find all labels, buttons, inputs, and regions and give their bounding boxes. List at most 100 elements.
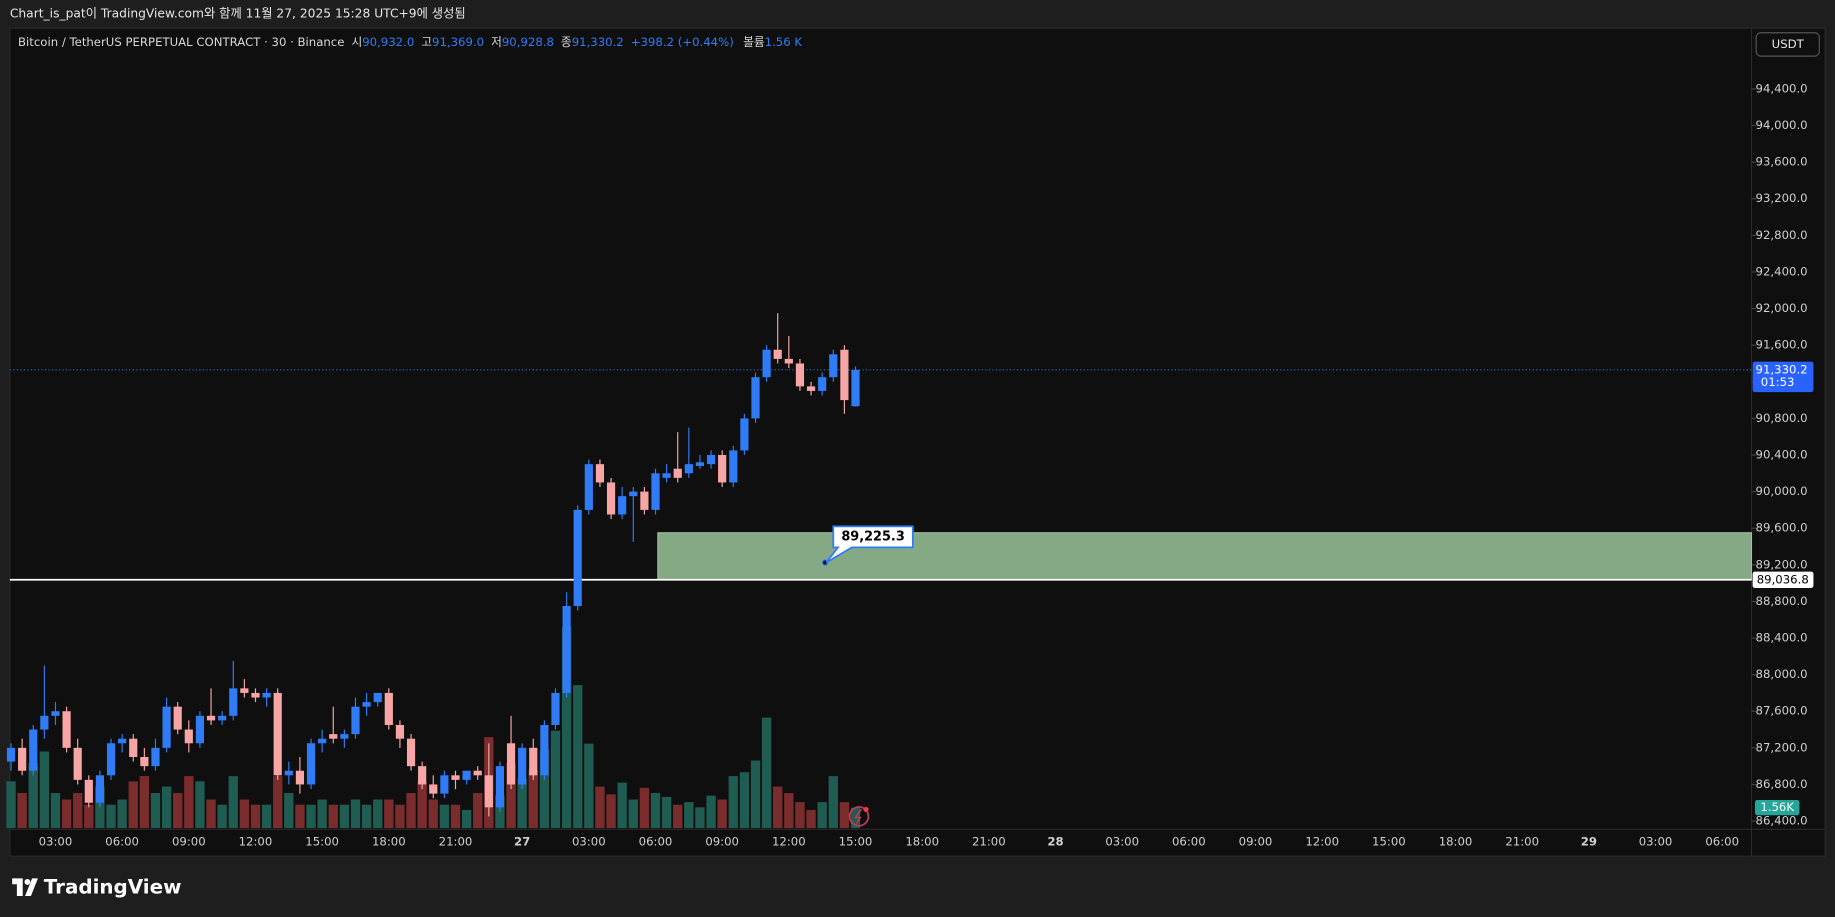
currency-label[interactable]: USDT [1772, 37, 1805, 51]
volume-bar [839, 802, 850, 829]
candle-body [562, 605, 571, 693]
volume-bar [473, 793, 483, 829]
volume-bar [450, 804, 461, 829]
volume-bar [628, 799, 638, 829]
candle-body [40, 715, 49, 730]
volume-bar [150, 793, 161, 829]
x-tick-label: 12:00 [239, 835, 273, 849]
volume-bar [317, 799, 327, 829]
volume-bar [228, 776, 238, 829]
candle-body [373, 692, 382, 703]
y-tick-label: 87,200.0 [1756, 740, 1808, 754]
candle-body [773, 349, 782, 359]
volume-bar [617, 782, 627, 829]
logo [12, 878, 38, 896]
volume-bar [573, 685, 583, 829]
candle-body [6, 747, 16, 762]
volume-bar [539, 750, 550, 829]
candle-body [418, 766, 427, 785]
candle-body [851, 369, 860, 407]
candle-body [462, 770, 471, 780]
volume-bar [528, 769, 538, 829]
volume-bar [273, 776, 283, 829]
candle-body [18, 747, 27, 771]
value: 90,928.8 [502, 35, 554, 49]
x-tick-label: 15:00 [305, 835, 339, 849]
alert-icon[interactable] [848, 806, 870, 827]
candle-body [551, 692, 560, 725]
volume-bar [306, 804, 316, 829]
volume-bar [817, 802, 827, 829]
candle-body [695, 462, 705, 466]
y-tick-label: 86,400.0 [1756, 814, 1808, 828]
candle-body [595, 464, 605, 483]
volume-bar [128, 781, 138, 829]
candle-body [406, 738, 416, 767]
volume-bar [50, 793, 61, 829]
candle-body [62, 711, 71, 748]
x-tick-label: 18:00 [905, 835, 939, 849]
candle-body [606, 482, 616, 515]
candle-body [529, 747, 538, 776]
candle-body [573, 509, 582, 606]
candle-body [262, 692, 271, 698]
x-tick-label: 15:00 [839, 835, 873, 849]
candle-body [251, 692, 260, 698]
y-tick-label: 90,000.0 [1756, 484, 1808, 498]
x-tick-label: 03:00 [1639, 835, 1673, 849]
candle-body [329, 734, 338, 739]
volume-bar [239, 799, 250, 829]
candle-body [162, 706, 171, 748]
volume-bar [517, 778, 527, 829]
volume-bar [428, 799, 438, 829]
candle-body [484, 775, 493, 808]
y-tick-label: 94,400.0 [1756, 81, 1808, 95]
volume-bar [284, 793, 294, 829]
y-tick-label: 88,400.0 [1756, 631, 1808, 645]
volume-bar [706, 795, 716, 829]
candle-body [751, 377, 760, 419]
currency-button[interactable] [1755, 32, 1820, 57]
candle-body [451, 775, 460, 780]
alert-bolt [853, 808, 863, 824]
y-tick-label: 88,000.0 [1756, 667, 1808, 681]
x-tick-label: 06:00 [639, 835, 673, 849]
label: 시 [351, 35, 362, 49]
volume-bar [250, 804, 261, 829]
candle-body [629, 491, 638, 497]
candle-body [806, 386, 816, 391]
legend: Bitcoin / TetherUS PERPETUAL CONTRACT · … [18, 35, 802, 49]
candle-body [151, 747, 160, 767]
symbol: Bitcoin / TetherUS PERPETUAL CONTRACT · … [18, 35, 344, 49]
volume-bar [650, 793, 661, 829]
candle-body [540, 724, 549, 776]
label: 고 [421, 35, 432, 49]
volume-bar [295, 804, 305, 829]
candle-body [740, 418, 749, 451]
candle-body [84, 779, 93, 803]
change: +398.2 (+0.44%) [631, 35, 734, 49]
volume-bar [184, 776, 194, 829]
volume-bar [73, 793, 83, 829]
volume-bar [828, 776, 838, 829]
x-tick-label: 03:00 [1105, 835, 1139, 849]
y-tick-label: 93,200.0 [1756, 191, 1808, 205]
x-tick-label: 09:00 [1239, 835, 1273, 849]
x-tick-label: 27 [514, 835, 530, 849]
candle-body [73, 747, 82, 780]
annotation-label: 89,225.3 [841, 529, 904, 544]
candle-body [129, 738, 138, 757]
x-tick-label: 21:00 [972, 835, 1006, 849]
caption: Chart_is_pat이 TradingView.com와 함께 11월 27… [10, 7, 466, 21]
volume-bar [206, 799, 216, 829]
y-tick-label: 92,400.0 [1756, 264, 1808, 278]
y-tick-label: 88,800.0 [1756, 594, 1808, 608]
volume-bar [84, 804, 94, 829]
candle-body [518, 747, 527, 785]
volume-bar [350, 799, 361, 829]
volume-bar [595, 786, 605, 829]
plot: 86,400.0 86,800.0 87,200.0 87,600.0 88,000.0… [6, 81, 1814, 849]
candle-body [618, 496, 627, 515]
candle-body [384, 692, 393, 725]
